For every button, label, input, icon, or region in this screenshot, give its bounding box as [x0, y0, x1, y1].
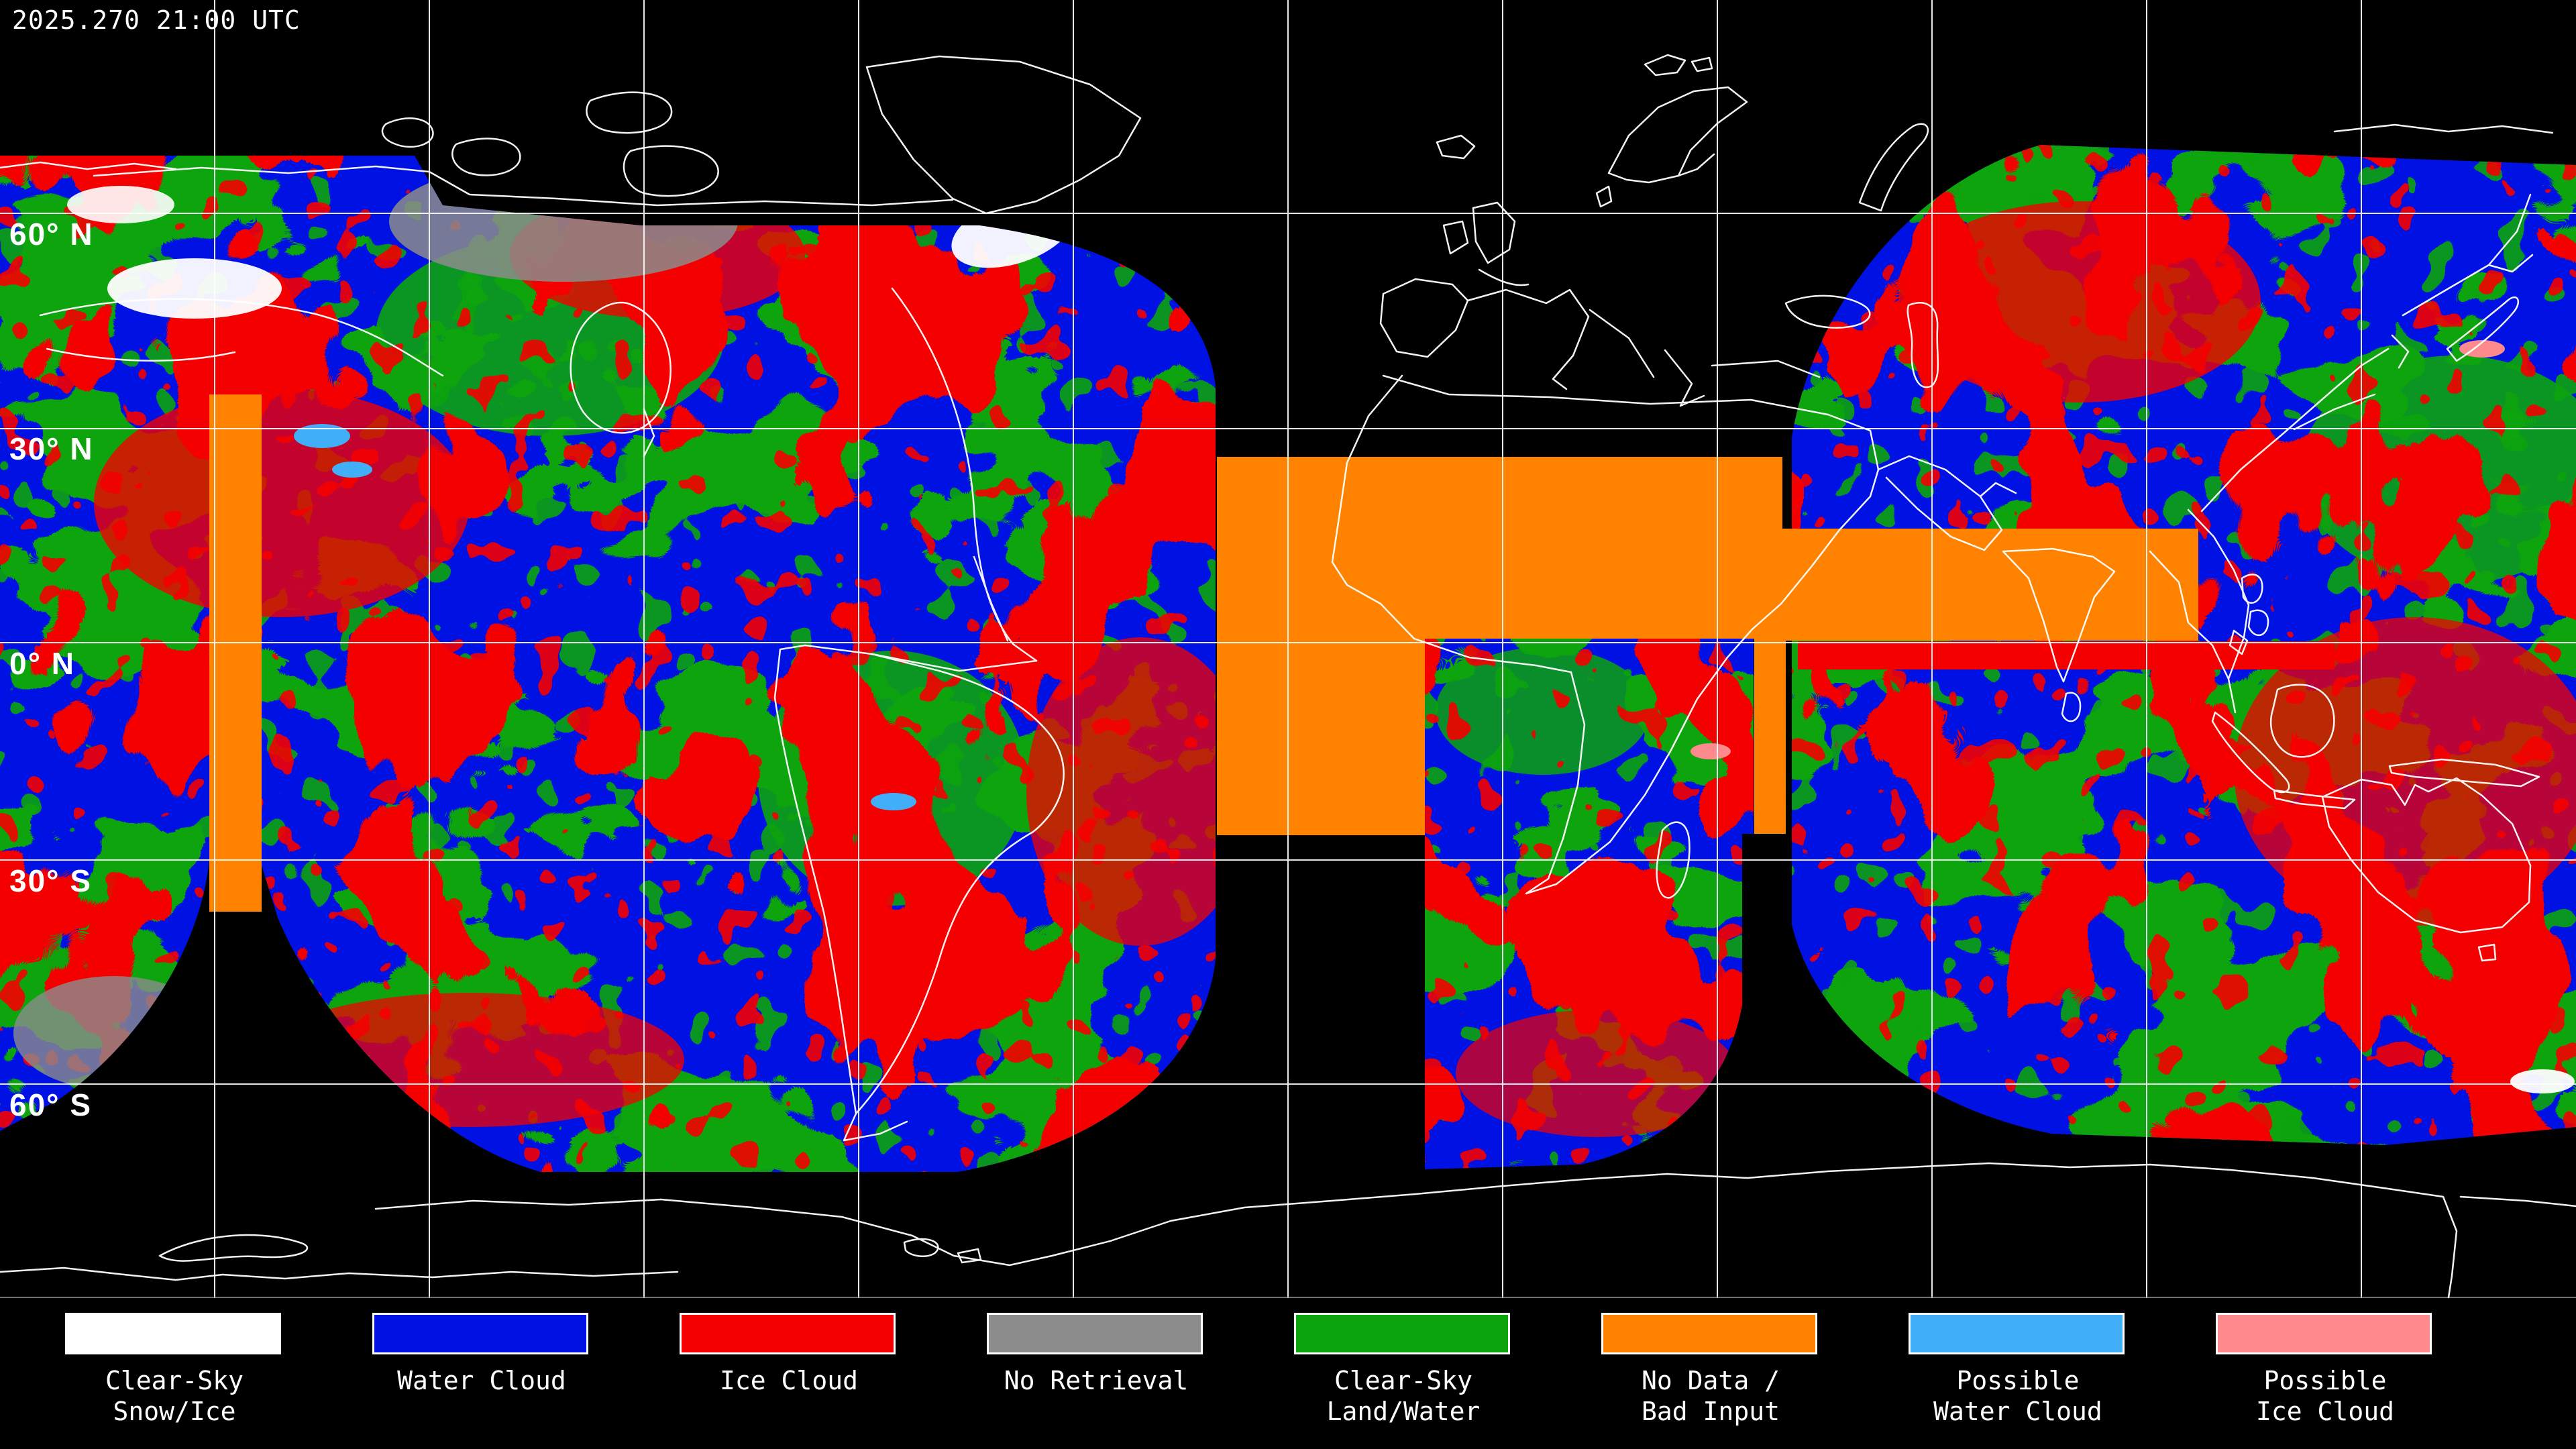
possible-ice-patch — [1690, 743, 1731, 759]
ice-cloud-band-artifact — [1798, 641, 2334, 669]
legend-swatch — [1909, 1313, 2125, 1354]
legend-swatch — [987, 1313, 1203, 1354]
legend-swatch — [372, 1313, 588, 1354]
legend-label: Clear-Sky Snow/Ice — [105, 1366, 244, 1426]
no-data-meteosat-block — [1217, 457, 2198, 835]
legend-label: No Data / Bad Input — [1642, 1366, 1780, 1426]
snow-ice-patch — [107, 258, 282, 319]
possible-water-patch — [871, 793, 916, 810]
legend-swatch — [1601, 1313, 1817, 1354]
graticule-grid — [0, 0, 2576, 1298]
legend-label: Possible Ice Cloud — [2256, 1366, 2394, 1426]
legend-label: Water Cloud — [397, 1366, 566, 1395]
latitude-label: 60° N — [9, 217, 94, 252]
possible-water-patch — [332, 462, 372, 478]
legend-label: Clear-Sky Land/Water — [1326, 1366, 1481, 1426]
possible-water-patch — [294, 424, 350, 448]
legend-item: No Retrieval — [987, 1313, 1205, 1396]
legend-item: No Data / Bad Input — [1601, 1313, 1820, 1427]
latitude-label: 0° N — [9, 646, 75, 681]
legend-item: Possible Water Cloud — [1909, 1313, 2127, 1427]
legend-swatch — [2216, 1313, 2432, 1354]
legend-swatch — [1294, 1313, 1510, 1354]
latitude-label: 60° S — [9, 1087, 93, 1122]
possible-ice-patch — [2459, 340, 2505, 358]
legend-label: Ice Cloud — [720, 1366, 858, 1395]
no-data-regions — [209, 394, 2198, 912]
legend-bar: Clear-Sky Snow/Ice Water Cloud Ice Cloud No… — [0, 1298, 2576, 1449]
legend-swatch — [65, 1313, 281, 1354]
legend-label: Possible Water Cloud — [1933, 1366, 2102, 1426]
legend-swatch — [680, 1313, 896, 1354]
timestamp-label: 2025.270 21:00 UTC — [12, 5, 301, 35]
latitude-label: 30° S — [9, 863, 93, 898]
latitude-label: 30° N — [9, 431, 94, 466]
coastlines — [0, 54, 2576, 1299]
legend-item: Clear-Sky Snow/Ice — [65, 1313, 284, 1427]
legend-item: Possible Ice Cloud — [2216, 1313, 2434, 1427]
legend-item: Water Cloud — [372, 1313, 591, 1396]
snow-ice-patch — [2510, 1069, 2575, 1093]
no-data-seam-strip — [209, 394, 262, 912]
legend-item: Ice Cloud — [680, 1313, 898, 1396]
legend-item: Clear-Sky Land/Water — [1294, 1313, 1513, 1427]
legend-label: No Retrieval — [1004, 1366, 1189, 1395]
